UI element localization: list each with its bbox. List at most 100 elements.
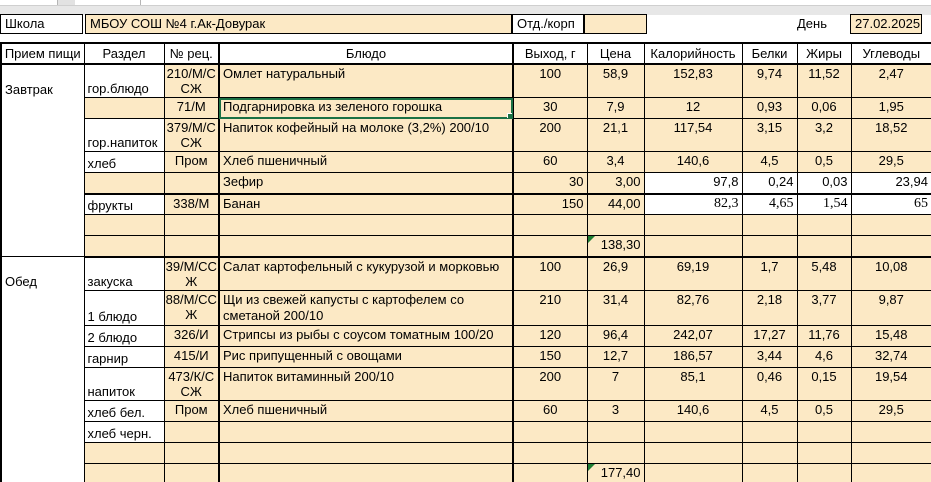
- meal-cell[interactable]: Обед: [0, 256, 85, 482]
- carbs-cell[interactable]: 23,94: [850, 172, 931, 195]
- dish-cell[interactable]: Щи из свежей капусты с картофелем со сме…: [218, 289, 514, 326]
- fat-cell[interactable]: [796, 441, 852, 464]
- recipe-cell[interactable]: [163, 441, 220, 464]
- output-cell[interactable]: [512, 235, 588, 258]
- carbs-cell[interactable]: [850, 214, 931, 236]
- carbs-cell[interactable]: [850, 462, 931, 482]
- fat-cell[interactable]: 0,15: [796, 366, 852, 401]
- section-cell[interactable]: закуска: [83, 256, 165, 291]
- carbs-cell[interactable]: 65: [850, 193, 931, 215]
- department-label-cell[interactable]: Отд./корп: [512, 14, 584, 34]
- day-label-cell[interactable]: День: [797, 16, 827, 31]
- recipe-cell[interactable]: [163, 214, 220, 236]
- col-header-output[interactable]: Выход, г: [512, 42, 588, 65]
- section-cell[interactable]: гор.напиток: [83, 118, 165, 152]
- price-cell[interactable]: 96,4: [586, 324, 645, 347]
- calories-cell[interactable]: [643, 462, 743, 482]
- protein-cell[interactable]: 4,65: [741, 193, 798, 215]
- calories-cell[interactable]: 186,57: [643, 345, 743, 368]
- output-cell[interactable]: 210: [512, 289, 588, 326]
- fat-cell[interactable]: [796, 420, 852, 443]
- output-cell[interactable]: 150: [512, 345, 588, 368]
- fat-cell[interactable]: 4,6: [796, 345, 852, 368]
- protein-cell[interactable]: 17,27: [741, 324, 798, 347]
- output-cell[interactable]: 30: [512, 172, 588, 195]
- carbs-cell[interactable]: 29,5: [850, 399, 931, 422]
- section-cell[interactable]: напиток: [83, 366, 165, 401]
- section-cell[interactable]: [83, 441, 165, 464]
- school-label-cell[interactable]: Школа: [0, 14, 83, 34]
- calories-cell[interactable]: 69,19: [643, 256, 743, 291]
- dish-cell[interactable]: [218, 462, 514, 482]
- price-cell[interactable]: 3: [586, 399, 645, 422]
- dish-cell[interactable]: Банан: [218, 193, 514, 215]
- carbs-cell[interactable]: 15,48: [850, 324, 931, 347]
- recipe-cell[interactable]: 71/М: [163, 97, 220, 119]
- price-cell[interactable]: 3,00: [586, 172, 645, 195]
- carbs-cell[interactable]: [850, 441, 931, 464]
- fat-cell[interactable]: 5,48: [796, 256, 852, 291]
- price-cell[interactable]: 58,9: [586, 63, 645, 98]
- output-cell[interactable]: [512, 462, 588, 482]
- calories-cell[interactable]: [643, 420, 743, 443]
- fat-cell[interactable]: [796, 462, 852, 482]
- school-name-cell[interactable]: МБОУ СОШ №4 г.Ак-Довурак: [85, 14, 512, 34]
- dish-cell[interactable]: Напиток кофейный на молоке (3,2%) 200/10: [218, 118, 514, 152]
- output-cell[interactable]: 30: [512, 97, 588, 119]
- price-cell[interactable]: 7: [586, 366, 645, 401]
- calories-cell[interactable]: [643, 235, 743, 258]
- calories-cell[interactable]: 140,6: [643, 399, 743, 422]
- fat-cell[interactable]: 11,52: [796, 63, 852, 98]
- carbs-cell[interactable]: [850, 420, 931, 443]
- dish-cell[interactable]: [218, 214, 514, 236]
- col-header-meal[interactable]: Прием пищи: [0, 42, 85, 65]
- carbs-cell[interactable]: 10,08: [850, 256, 931, 291]
- section-cell[interactable]: 2 блюдо: [83, 324, 165, 347]
- carbs-cell[interactable]: 18,52: [850, 118, 931, 152]
- fat-cell[interactable]: 0,5: [796, 151, 852, 173]
- col-header-dish[interactable]: Блюдо: [218, 42, 514, 65]
- price-cell[interactable]: [586, 420, 645, 443]
- recipe-cell[interactable]: 88/М/ССЖ: [163, 289, 220, 326]
- calories-cell[interactable]: [643, 214, 743, 236]
- output-cell[interactable]: 60: [512, 151, 588, 173]
- calories-cell[interactable]: 85,1: [643, 366, 743, 401]
- calories-cell[interactable]: [643, 441, 743, 464]
- dish-cell[interactable]: Хлеб пшеничный: [218, 399, 514, 422]
- carbs-cell[interactable]: 29,5: [850, 151, 931, 173]
- carbs-cell[interactable]: 32,74: [850, 345, 931, 368]
- protein-cell[interactable]: [741, 462, 798, 482]
- price-cell[interactable]: 7,9: [586, 97, 645, 119]
- section-cell[interactable]: [83, 462, 165, 482]
- recipe-cell[interactable]: [163, 462, 220, 482]
- dish-cell[interactable]: Подгарнировка из зеленого горошка: [218, 97, 514, 119]
- section-cell[interactable]: хлеб черн.: [83, 420, 165, 443]
- output-cell[interactable]: 200: [512, 366, 588, 401]
- price-cell[interactable]: 12,7: [586, 345, 645, 368]
- section-cell[interactable]: [83, 172, 165, 195]
- fat-cell[interactable]: [796, 235, 852, 258]
- recipe-cell[interactable]: 39/М/ССЖ: [163, 256, 220, 291]
- price-cell[interactable]: 21,1: [586, 118, 645, 152]
- output-cell[interactable]: 120: [512, 324, 588, 347]
- fat-cell[interactable]: 0,06: [796, 97, 852, 119]
- recipe-cell[interactable]: 210/М/ССЖ: [163, 63, 220, 98]
- recipe-cell[interactable]: Пром: [163, 151, 220, 173]
- carbs-cell[interactable]: 9,87: [850, 289, 931, 326]
- dish-cell[interactable]: Хлеб пшеничный: [218, 151, 514, 173]
- recipe-cell[interactable]: 473/К/ССЖ: [163, 366, 220, 401]
- output-cell[interactable]: 60: [512, 399, 588, 422]
- protein-cell[interactable]: [741, 214, 798, 236]
- dish-cell[interactable]: [218, 441, 514, 464]
- section-cell[interactable]: гор.блюдо: [83, 63, 165, 98]
- calories-cell[interactable]: 140,6: [643, 151, 743, 173]
- fat-cell[interactable]: 0,03: [796, 172, 852, 195]
- section-cell[interactable]: [83, 235, 165, 258]
- recipe-cell[interactable]: Пром: [163, 399, 220, 422]
- recipe-cell[interactable]: [163, 235, 220, 258]
- recipe-cell[interactable]: [163, 172, 220, 195]
- recipe-cell[interactable]: 379/М/ССЖ: [163, 118, 220, 152]
- fat-cell[interactable]: 1,54: [796, 193, 852, 215]
- recipe-cell[interactable]: [163, 420, 220, 443]
- price-cell[interactable]: 26,9: [586, 256, 645, 291]
